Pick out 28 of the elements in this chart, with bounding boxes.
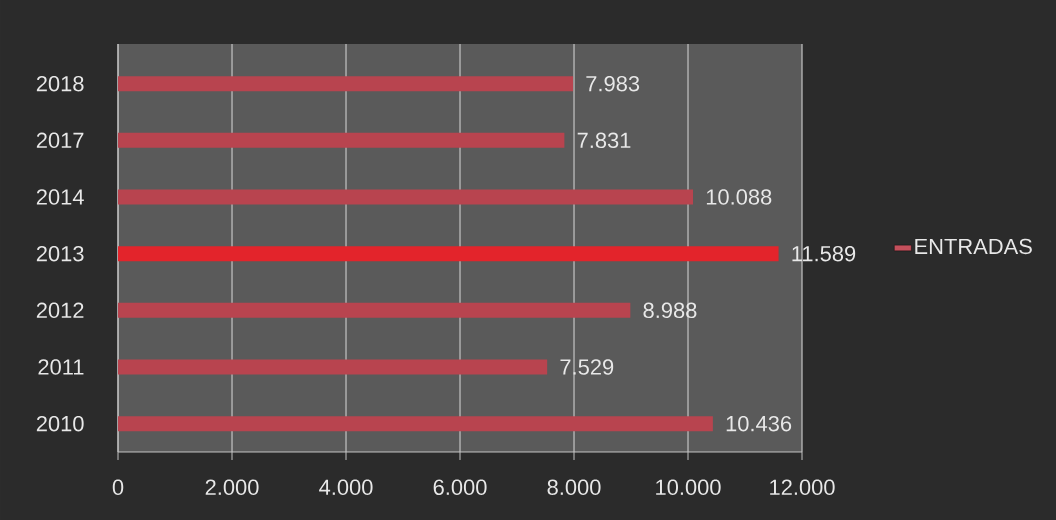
y-tick-label: 2011 [38, 359, 84, 375]
y-tick-label: 2018 [36, 75, 84, 92]
x-tick-label: 10.000 [656, 479, 721, 496]
bar [118, 302, 631, 318]
data-label: 8.988 [643, 302, 697, 319]
y-tick-label: 2010 [36, 415, 84, 432]
y-tick-label: 2017 [36, 132, 84, 149]
y-tick-label: 2014 [36, 189, 84, 205]
data-label: 10.436 [726, 415, 792, 432]
bar [118, 246, 779, 262]
x-tick-label: 6.000 [433, 479, 487, 496]
x-tick-label: 4.000 [319, 479, 373, 496]
data-label: 7.983 [586, 75, 640, 92]
data-label: 7.831 [577, 132, 631, 149]
data-label: 7.529 [560, 359, 614, 375]
y-tick-label: 2013 [36, 245, 84, 262]
bar [118, 359, 548, 375]
bar [118, 189, 694, 205]
x-tick-label: 8.000 [547, 479, 601, 496]
legend-label: ENTRADAS [915, 238, 1032, 255]
x-tick-label: 2.000 [205, 479, 259, 496]
y-tick-label: 2012 [36, 302, 84, 319]
bar [118, 76, 574, 92]
x-tick-label: 12.000 [770, 479, 835, 496]
x-tick-label: 0 [112, 479, 124, 496]
data-label: 10.088 [706, 189, 772, 205]
bar [118, 132, 565, 148]
bar [118, 416, 713, 432]
